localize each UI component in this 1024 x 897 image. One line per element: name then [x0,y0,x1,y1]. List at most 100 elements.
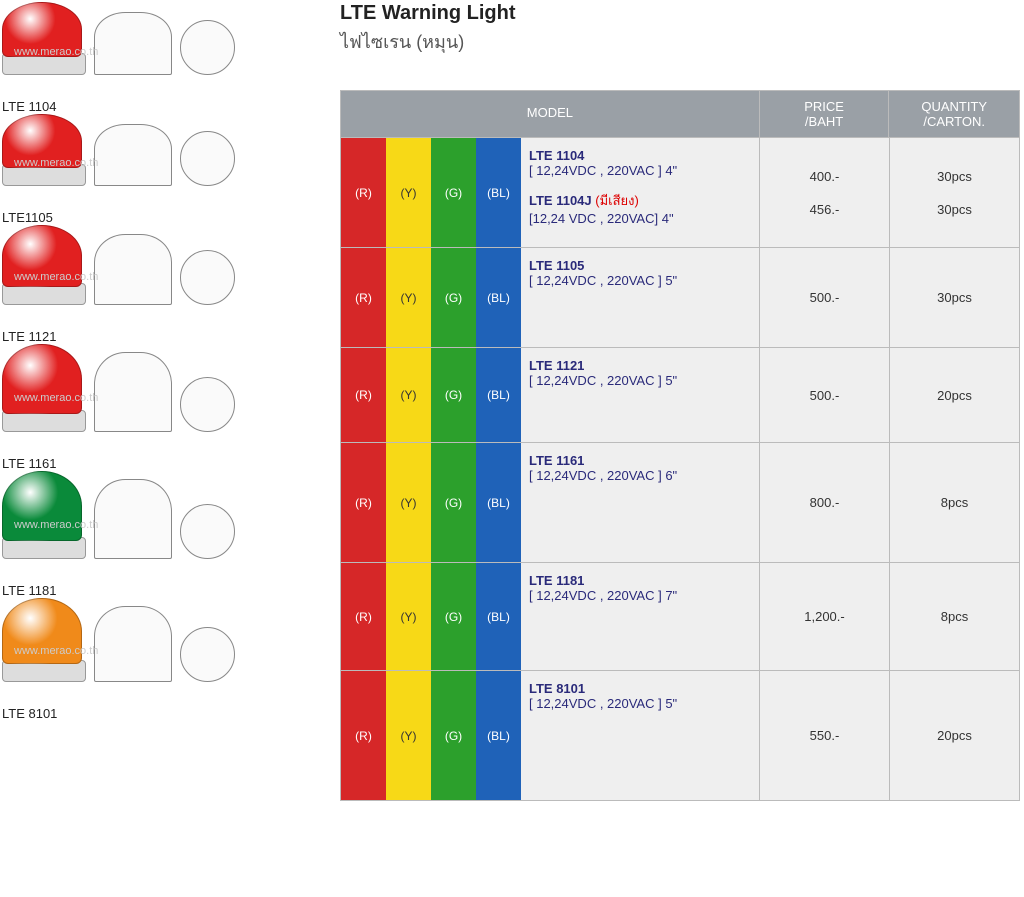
model-cell: LTE 1104[ 12,24VDC , 220VAC ] 4"LTE 1104… [521,138,759,247]
table-row: (R)(Y)(G)(BL)LTE 1121[ 12,24VDC , 220VAC… [341,347,1019,442]
price-cell: 550.- [759,671,889,800]
product-label: LTE 1181 [2,583,332,598]
color-swatch-yellow: (Y) [386,563,431,670]
qty-value: 20pcs [890,728,1019,743]
table-row: (R)(Y)(G)(BL)LTE 1104[ 12,24VDC , 220VAC… [341,137,1019,247]
qty-cell: 8pcs [889,443,1019,562]
model-name: LTE 1161 [529,453,584,468]
color-swatch-blue: (BL) [476,563,521,670]
dimension-drawing [94,124,172,186]
model-name: LTE 1104J [529,193,592,208]
qty-cell: 8pcs [889,563,1019,670]
product-row [2,598,332,683]
price-value: 500.- [760,290,889,305]
product-images-column: www.merao.co.thLTE 1104www.merao.co.thLT… [2,2,332,721]
color-swatch-red: (R) [341,671,386,800]
color-swatch-blue: (BL) [476,348,521,442]
model-cell: LTE 1181[ 12,24VDC , 220VAC ] 7" [521,563,759,670]
page-title: LTE Warning Light [340,2,516,25]
product-photo [2,471,86,559]
header-price: PRICE /BAHT [760,91,890,137]
table-row: (R)(Y)(G)(BL)LTE 1181[ 12,24VDC , 220VAC… [341,562,1019,670]
watermark-text: www.merao.co.th [14,271,344,283]
product-label: LTE1105 [2,210,332,225]
model-spec: [ 12,24VDC , 220VAC ] 4" [529,163,751,178]
price-value: 550.- [760,728,889,743]
table-body: (R)(Y)(G)(BL)LTE 1104[ 12,24VDC , 220VAC… [341,137,1019,800]
model-cell: LTE 1121[ 12,24VDC , 220VAC ] 5" [521,348,759,442]
product-row [2,471,332,559]
color-swatch-green: (G) [431,348,476,442]
model-cell: LTE 1161[ 12,24VDC , 220VAC ] 6" [521,443,759,562]
color-swatch-red: (R) [341,248,386,347]
product-row [2,114,332,187]
product-label: LTE 8101 [2,706,332,721]
qty-cell: 30pcs30pcs [889,138,1019,247]
model-name: LTE 8101 [529,681,585,696]
color-swatch-yellow: (Y) [386,138,431,247]
price-cell: 1,200.- [759,563,889,670]
page-subtitle: ไฟไซเรน (หมุน) [340,27,516,56]
product-photo [2,598,86,683]
color-swatch-green: (G) [431,138,476,247]
product-photo [2,2,86,75]
price-value: 1,200.- [760,609,889,624]
product-photo [2,114,86,187]
product-label: LTE 1104 [2,99,332,114]
price-value: 456.- [760,202,889,217]
watermark-text: www.merao.co.th [14,645,344,657]
color-swatch-blue: (BL) [476,443,521,562]
header-model: MODEL [341,91,760,137]
color-swatch-green: (G) [431,671,476,800]
color-swatch-red: (R) [341,138,386,247]
model-cell: LTE 1105[ 12,24VDC , 220VAC ] 5" [521,248,759,347]
color-swatch-yellow: (Y) [386,248,431,347]
product-label: LTE 1161 [2,456,332,471]
color-swatch-green: (G) [431,563,476,670]
price-cell: 500.- [759,348,889,442]
price-table: MODEL PRICE /BAHT QUANTITY /CARTON. (R)(… [340,90,1020,801]
product-photo [2,225,86,305]
model-cell: LTE 8101[ 12,24VDC , 220VAC ] 5" [521,671,759,800]
base-drawing [180,504,235,559]
dimension-drawing [94,12,172,74]
model-spec: [12,24 VDC , 220VAC] 4" [529,211,751,226]
color-swatch-blue: (BL) [476,671,521,800]
qty-value: 8pcs [890,495,1019,510]
dimension-drawing [94,234,172,304]
qty-value: 30pcs [890,169,1019,184]
model-spec: [ 12,24VDC , 220VAC ] 7" [529,588,751,603]
model-spec: [ 12,24VDC , 220VAC ] 6" [529,468,751,483]
model-name: LTE 1121 [529,358,584,373]
model-name: LTE 1105 [529,258,584,273]
price-value: 800.- [760,495,889,510]
qty-value: 8pcs [890,609,1019,624]
table-row: (R)(Y)(G)(BL)LTE 1161[ 12,24VDC , 220VAC… [341,442,1019,562]
color-swatch-yellow: (Y) [386,348,431,442]
color-swatch-blue: (BL) [476,138,521,247]
watermark-text: www.merao.co.th [14,157,344,169]
watermark-text: www.merao.co.th [14,392,344,404]
price-value: 400.- [760,169,889,184]
header-qty: QUANTITY /CARTON. [889,91,1019,137]
watermark-text: www.merao.co.th [14,519,344,531]
watermark-text: www.merao.co.th [14,46,344,58]
model-note: (มีเสียง) [592,193,639,208]
color-swatch-yellow: (Y) [386,443,431,562]
model-name: LTE 1181 [529,573,584,588]
product-row [2,344,332,432]
table-row: (R)(Y)(G)(BL)LTE 1105[ 12,24VDC , 220VAC… [341,247,1019,347]
color-swatch-yellow: (Y) [386,671,431,800]
base-drawing [180,377,235,432]
product-photo [2,344,86,432]
price-cell: 800.- [759,443,889,562]
model-spec: [ 12,24VDC , 220VAC ] 5" [529,696,751,711]
qty-value: 20pcs [890,388,1019,403]
qty-cell: 20pcs [889,671,1019,800]
color-swatch-green: (G) [431,443,476,562]
qty-value: 30pcs [890,290,1019,305]
product-label: LTE 1121 [2,329,332,344]
color-swatch-red: (R) [341,348,386,442]
color-swatch-red: (R) [341,443,386,562]
price-value: 500.- [760,388,889,403]
